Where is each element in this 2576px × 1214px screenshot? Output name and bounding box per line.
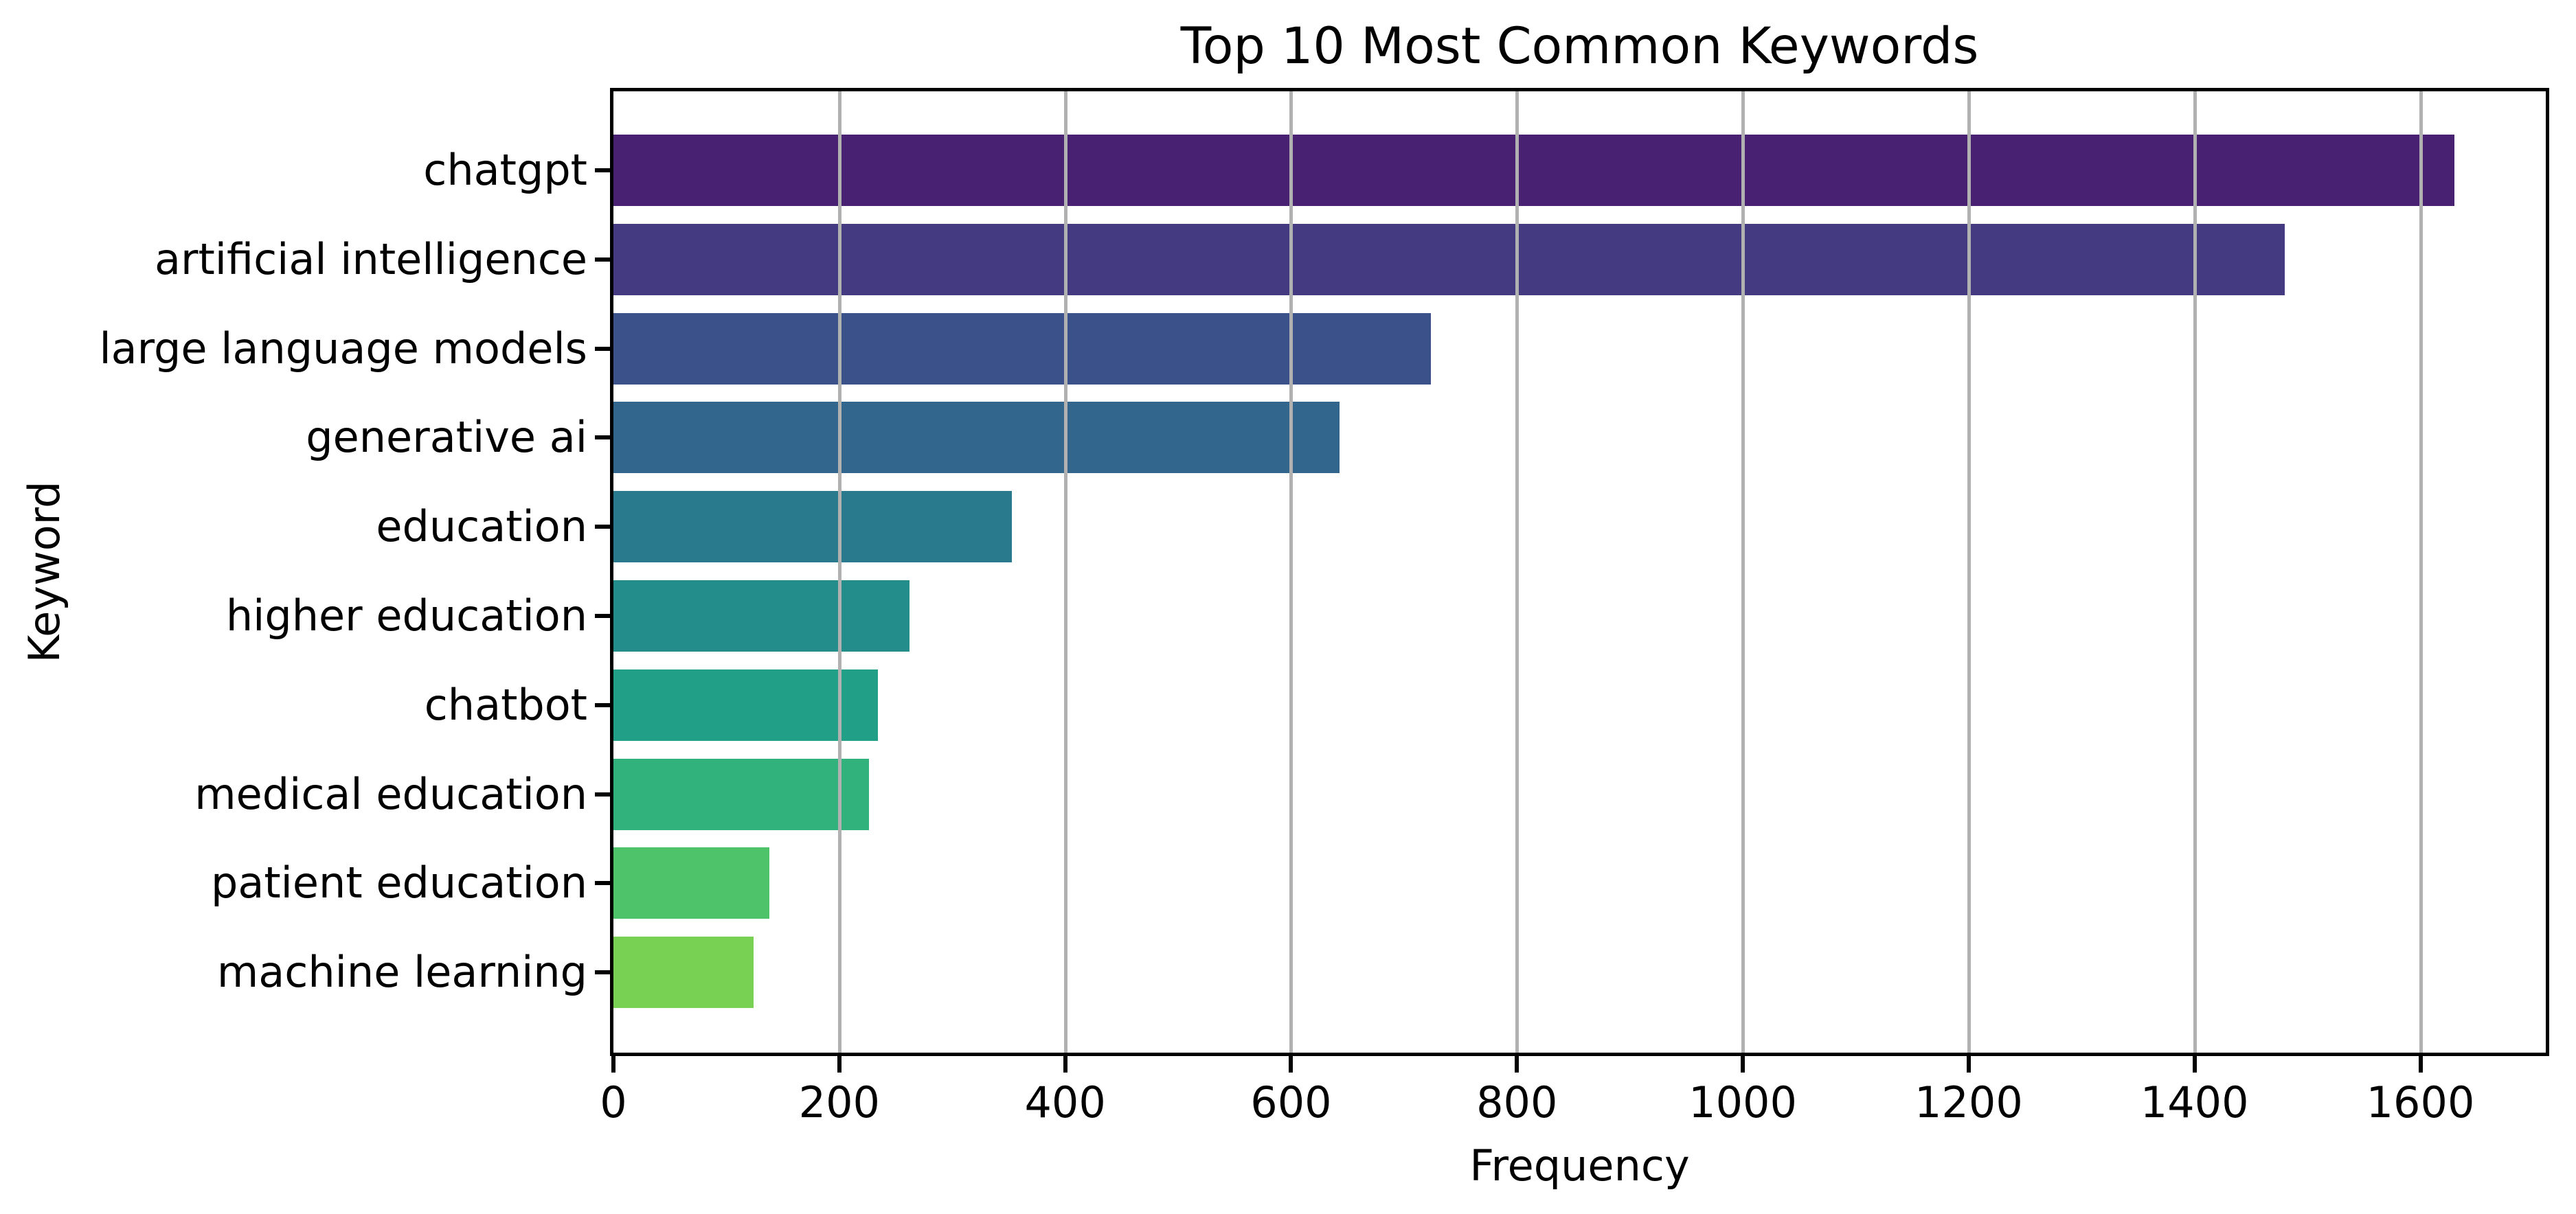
gridline-x-800 xyxy=(1515,91,1519,1053)
gridline-x-1600 xyxy=(2419,91,2423,1053)
bar-artificial-intelligence xyxy=(613,223,2285,295)
gridline-x-1000 xyxy=(1741,91,1745,1053)
x-tick-label-200: 200 xyxy=(798,1077,880,1127)
chart-title: Top 10 Most Common Keywords xyxy=(1180,17,1979,76)
x-axis-label: Frequency xyxy=(1469,1141,1690,1191)
gridline-x-200 xyxy=(837,91,841,1053)
y-tick-mark-8 xyxy=(595,881,610,886)
x-tick-mark-1000 xyxy=(1741,1056,1745,1073)
gridline-x-400 xyxy=(1063,91,1067,1053)
bar-chatbot xyxy=(613,669,878,741)
y-tick-mark-0 xyxy=(595,168,610,172)
x-tick-mark-0 xyxy=(611,1056,615,1073)
y-tick-label-machine-learning: machine learning xyxy=(216,947,587,998)
bar-machine-learning xyxy=(613,937,754,1009)
x-tick-label-800: 800 xyxy=(1476,1077,1558,1127)
bar-patient-education xyxy=(613,847,769,919)
y-tick-label-medical-education: medical education xyxy=(194,768,587,819)
x-tick-label-1600: 1600 xyxy=(2366,1077,2475,1127)
y-tick-mark-3 xyxy=(595,435,610,440)
y-tick-label-chatbot: chatbot xyxy=(424,679,587,730)
x-tick-mark-1400 xyxy=(2192,1056,2197,1073)
y-tick-label-artificial-intelligence: artificial intelligence xyxy=(155,233,587,284)
x-tick-label-1000: 1000 xyxy=(1688,1077,1797,1127)
y-tick-mark-2 xyxy=(595,346,610,351)
bar-chatgpt xyxy=(613,135,2454,206)
x-tick-mark-600 xyxy=(1289,1056,1293,1073)
y-tick-label-higher-education: higher education xyxy=(225,590,587,641)
y-tick-mark-6 xyxy=(595,702,610,707)
bar-education xyxy=(613,491,1013,563)
x-tick-mark-400 xyxy=(1063,1056,1067,1073)
x-tick-mark-200 xyxy=(837,1056,841,1073)
gridline-x-1200 xyxy=(1967,91,1971,1053)
gridline-x-600 xyxy=(1289,91,1293,1053)
x-tick-mark-1600 xyxy=(2418,1056,2423,1073)
y-tick-mark-5 xyxy=(595,614,610,618)
x-tick-label-1200: 1200 xyxy=(1914,1077,2023,1127)
bar-medical-education xyxy=(613,758,869,830)
y-tick-mark-1 xyxy=(595,257,610,262)
y-tick-label-large-language-models: large language models xyxy=(99,323,587,374)
x-tick-label-0: 0 xyxy=(600,1077,627,1127)
x-tick-label-400: 400 xyxy=(1024,1077,1106,1127)
x-tick-label-600: 600 xyxy=(1250,1077,1332,1127)
y-tick-mark-4 xyxy=(595,525,610,529)
y-tick-label-generative-ai: generative ai xyxy=(306,412,587,463)
bar-large-language-models xyxy=(613,312,1432,385)
y-tick-mark-9 xyxy=(595,970,610,975)
x-tick-label-1400: 1400 xyxy=(2140,1077,2249,1127)
plot-area xyxy=(610,88,2549,1056)
gridline-x-1400 xyxy=(2193,91,2197,1053)
x-tick-mark-800 xyxy=(1515,1056,1519,1073)
bar-higher-education xyxy=(613,580,909,652)
bar-generative-ai xyxy=(613,402,1340,474)
y-tick-label-chatgpt: chatgpt xyxy=(423,144,587,195)
y-tick-label-education: education xyxy=(376,501,587,552)
y-tick-label-patient-education: patient education xyxy=(211,858,587,908)
y-tick-mark-7 xyxy=(595,792,610,797)
x-tick-mark-1200 xyxy=(1966,1056,1971,1073)
